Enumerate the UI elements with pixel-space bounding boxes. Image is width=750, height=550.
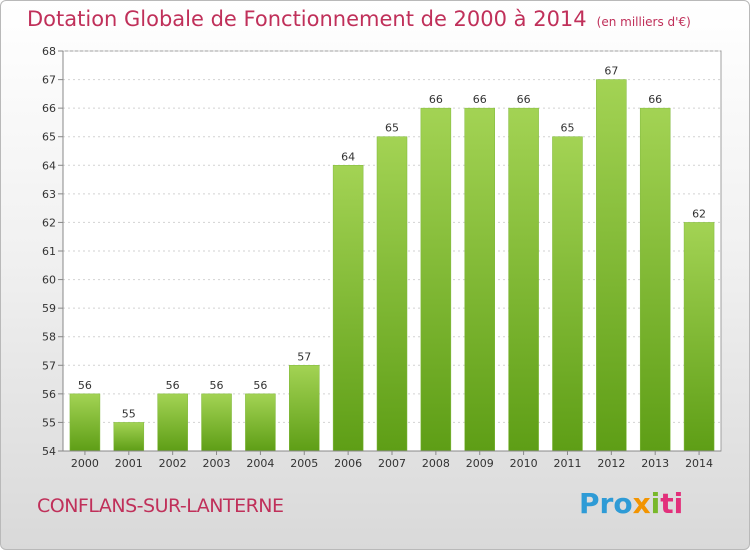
bar [69,393,101,452]
y-tick-label: 56 [42,388,56,401]
bar [420,107,452,452]
data-label: 55 [122,407,136,420]
x-tick-label: 2008 [422,457,450,470]
x-tick-label: 2000 [71,457,99,470]
y-tick-label: 63 [42,188,56,201]
bar [639,107,671,452]
bar [157,393,188,452]
y-tick-label: 62 [42,216,56,229]
bar [245,393,276,452]
data-label: 67 [604,65,618,78]
x-tick-label: 2009 [466,457,494,470]
x-tick-label: 2002 [159,457,187,470]
x-tick-label: 2014 [685,457,713,470]
y-tick-label: 57 [42,359,56,372]
data-label: 66 [517,93,531,106]
data-label: 56 [78,379,92,392]
y-tick-label: 58 [42,331,56,344]
data-label: 64 [341,150,355,163]
chart-title-text: Dotation Globale de Fonctionnement de 20… [27,7,587,31]
commune-name: CONFLANS-SUR-LANTERNE [37,495,284,517]
y-tick-label: 68 [42,45,56,58]
x-tick-label: 2013 [641,457,669,470]
bar [332,165,364,452]
x-tick-label: 2010 [510,457,538,470]
y-tick-label: 54 [42,445,56,458]
bar [464,107,495,452]
y-tick-label: 66 [42,102,56,115]
bar [683,222,715,452]
x-tick-label: 2011 [553,457,581,470]
data-label: 65 [385,122,399,135]
data-label: 65 [560,122,574,135]
logo-part-4: ti [660,487,684,520]
x-tick-label: 2004 [246,457,274,470]
data-label: 62 [692,207,706,220]
data-label: 66 [648,93,662,106]
x-tick-label: 2007 [378,457,406,470]
logo-part-2: x [632,487,651,520]
x-tick-label: 2006 [334,457,362,470]
bar [376,136,408,452]
x-tick-label: 2005 [290,457,318,470]
chart-unit: (en milliers d'€) [596,15,691,29]
x-tick-label: 2012 [597,457,625,470]
data-label: 56 [253,379,267,392]
y-tick-label: 64 [42,159,56,172]
data-label: 56 [210,379,224,392]
bar [552,136,583,452]
proxiti-logo: Proxiti [579,487,683,520]
bar [201,393,232,452]
y-tick-label: 65 [42,131,56,144]
bar [113,422,145,452]
y-tick-label: 67 [42,74,56,87]
y-tick-label: 60 [42,274,56,287]
logo-part-3: i [650,487,661,520]
x-tick-label: 2001 [115,457,143,470]
data-label: 66 [429,93,443,106]
x-tick-label: 2003 [203,457,231,470]
bar [508,107,539,452]
y-tick-label: 61 [42,245,56,258]
data-label: 56 [166,379,180,392]
data-label: 57 [297,350,311,363]
logo-part-1: Pro [579,487,633,520]
bar [289,365,320,452]
data-label: 66 [473,93,487,106]
chart-title: Dotation Globale de Fonctionnement de 20… [27,7,691,31]
bar [596,79,627,452]
y-tick-label: 55 [42,416,56,429]
y-tick-label: 59 [42,302,56,315]
